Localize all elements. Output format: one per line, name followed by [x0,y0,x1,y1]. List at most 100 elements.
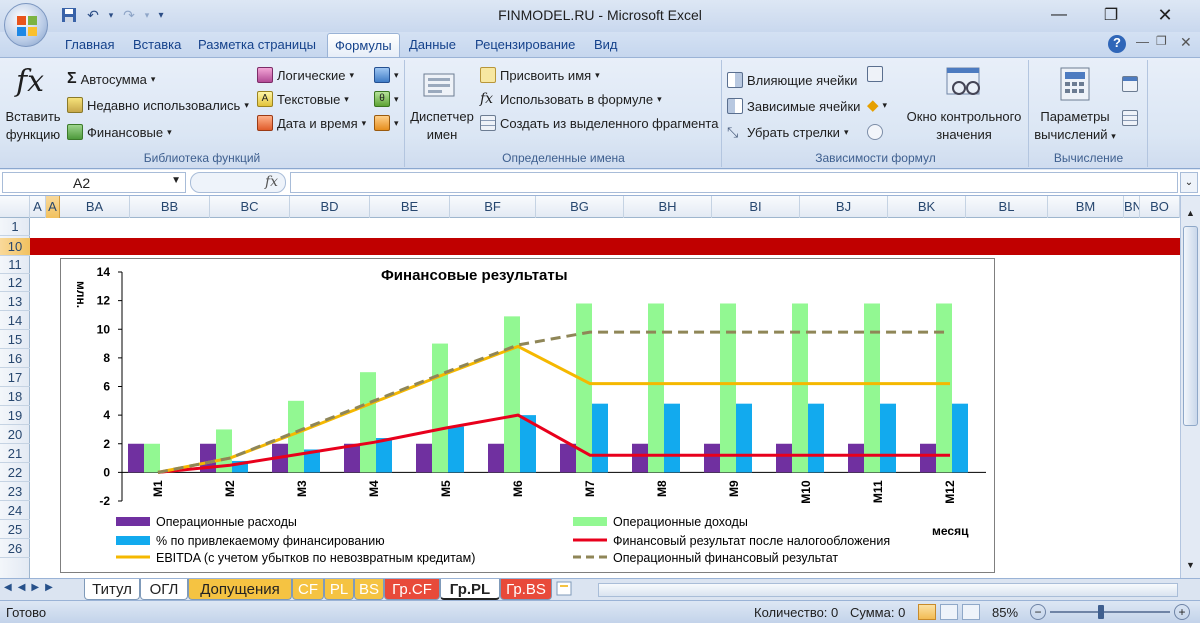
column-header[interactable]: A [46,196,60,218]
ribbon-restore-icon[interactable]: ❐ [1156,34,1167,48]
zoom-out-icon[interactable]: − [1030,604,1046,620]
ribbon-minimize-icon[interactable]: — [1136,34,1149,49]
datetime-functions-button[interactable]: Дата и время ▾ [257,115,366,131]
scroll-thumb[interactable] [1183,226,1198,426]
sheet-tab[interactable]: CF [292,579,324,600]
tab-review[interactable]: Рецензирование [475,37,576,52]
expand-formula-bar-icon[interactable]: ⌄ [1180,172,1198,193]
recent-functions-button[interactable]: Недавно использовались ▾ [67,97,249,113]
insert-function-fx-icon[interactable]: fx [265,174,279,190]
office-button[interactable] [4,3,48,47]
trace-dependents-button[interactable]: Зависимые ячейки [727,98,860,114]
sheet-tab[interactable]: Титул [84,579,140,600]
text-functions-button[interactable]: A Текстовые ▾ [257,91,349,107]
evaluate-formula-button[interactable] [867,124,883,140]
column-header[interactable]: A [30,196,46,218]
tab-insert[interactable]: Вставка [133,37,182,52]
column-header[interactable]: BF [450,196,536,218]
row-header[interactable]: 12 [0,274,30,292]
undo-icon[interactable]: ↶ [87,6,99,23]
undo-dropdown-icon[interactable]: ▾ [108,9,114,20]
error-checking-button[interactable]: ◆ ▾ [867,97,888,114]
sheet-navigation-icons[interactable]: ◀◀▶▶ [4,582,59,593]
row-header[interactable]: 26 [0,540,30,558]
calculate-sheet-button[interactable] [1122,110,1138,126]
page-layout-view-icon[interactable] [940,604,958,620]
row-header[interactable]: 23 [0,483,30,501]
row-header[interactable]: 1 [0,218,30,236]
redo-dropdown-icon[interactable]: ▾ [144,9,150,20]
row-header[interactable]: 15 [0,331,30,349]
save-icon[interactable] [58,5,80,25]
calculation-options-button[interactable]: Параметры вычислений ▾ [1034,109,1116,142]
scroll-down-icon[interactable]: ▼ [1186,560,1195,570]
help-icon[interactable]: ? [1108,35,1126,53]
sheet-tab[interactable]: ОГЛ [140,579,188,600]
tab-view[interactable]: Вид [594,37,618,52]
column-header[interactable]: BI [712,196,800,218]
select-all-corner[interactable] [0,196,30,218]
logical-functions-button[interactable]: Логические ▾ [257,67,354,83]
column-header[interactable]: BA [60,196,130,218]
tab-data[interactable]: Данные [409,37,456,52]
name-box[interactable]: A2 ▼ [2,172,186,193]
insert-sheet-icon[interactable] [556,581,574,597]
column-header[interactable]: BG [536,196,624,218]
row-header[interactable]: 21 [0,445,30,463]
define-name-button[interactable]: Присвоить имя ▾ [480,67,600,83]
sheet-tab[interactable]: Допущения [188,579,292,600]
sheet-tab[interactable]: Гр.BS [500,579,552,600]
zoom-level[interactable]: 85% [992,605,1019,620]
column-header[interactable]: BD [290,196,370,218]
math-functions-button[interactable]: θ ▾ [374,91,399,107]
column-header[interactable]: BC [210,196,290,218]
page-break-view-icon[interactable] [962,604,980,620]
customize-qat-icon[interactable]: ▾ [158,9,164,21]
column-header[interactable]: BK [888,196,966,218]
row-header[interactable]: 13 [0,293,30,311]
horizontal-scrollbar[interactable] [598,583,1178,597]
financial-functions-button[interactable]: Финансовые ▾ [67,124,172,140]
column-header[interactable]: BN [1124,196,1140,218]
lookup-functions-button[interactable]: ▾ [374,67,399,83]
sheet-tab[interactable]: BS [354,579,384,600]
trace-precedents-button[interactable]: Влияющие ячейки [727,72,857,88]
sheet-tab-active[interactable]: Гр.PL [440,579,500,600]
minimize-button[interactable]: — [1051,6,1067,23]
sheet-tab[interactable]: PL [324,579,354,600]
column-header[interactable]: BM [1048,196,1124,218]
row-header[interactable]: 25 [0,521,30,539]
column-header[interactable]: BE [370,196,450,218]
restore-button[interactable]: ❐ [1103,7,1119,24]
insert-function-button[interactable]: Вставить функцию [5,109,61,142]
scroll-up-icon[interactable]: ▲ [1186,208,1195,218]
close-button[interactable]: ✕ [1157,4,1173,25]
row-header[interactable]: 18 [0,388,30,406]
tab-page-layout[interactable]: Разметка страницы [198,37,316,52]
zoom-slider-thumb[interactable] [1098,605,1104,619]
row-header[interactable]: 19 [0,407,30,425]
row-header[interactable]: 10 [0,238,30,256]
workbook-close-icon[interactable]: ✕ [1180,34,1192,50]
row-header[interactable]: 14 [0,312,30,330]
zoom-slider[interactable] [1050,611,1170,613]
row-header[interactable]: 16 [0,350,30,368]
row-header[interactable]: 11 [0,256,30,274]
column-header[interactable]: BJ [800,196,888,218]
name-manager-button[interactable]: Диспетчер имен [410,109,474,142]
name-box-dropdown-icon[interactable]: ▼ [171,175,181,186]
vertical-scrollbar[interactable]: ▲ ▼ [1180,196,1200,578]
row-header[interactable]: 20 [0,426,30,444]
formula-input[interactable] [290,172,1178,193]
show-formulas-button[interactable] [867,66,883,82]
use-in-formula-button[interactable]: fx Использовать в формуле ▾ [480,91,662,107]
autosum-button[interactable]: Σ Автосумма ▾ [67,70,156,87]
row-header[interactable]: 24 [0,502,30,520]
sheet-tab[interactable]: Гр.CF [384,579,440,600]
row-header[interactable]: 22 [0,464,30,482]
more-functions-button[interactable]: ▾ [374,115,399,131]
calculate-now-button[interactable] [1122,76,1138,92]
row-header[interactable]: 17 [0,369,30,387]
column-header[interactable]: BO [1140,196,1180,218]
remove-arrows-button[interactable]: ⤡ Убрать стрелки ▾ [727,124,849,140]
